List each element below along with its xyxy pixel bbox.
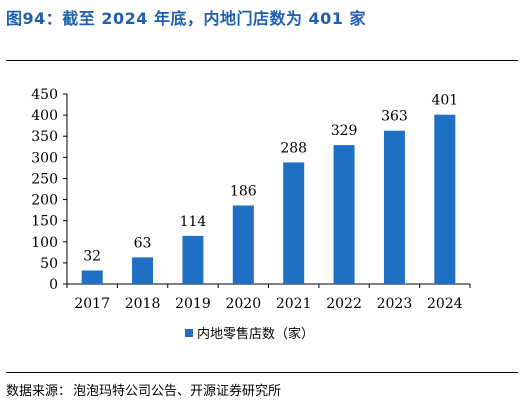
y-tick-label: 0 <box>49 277 58 293</box>
y-tick-label: 250 <box>31 171 58 187</box>
data-label: 186 <box>230 183 257 199</box>
y-tick-label: 200 <box>31 193 58 209</box>
data-label: 401 <box>431 93 458 109</box>
source-label: 数据来源： <box>6 384 72 399</box>
y-tick-label: 400 <box>31 108 58 124</box>
bar <box>182 235 204 284</box>
x-tick-label: 2023 <box>377 296 413 312</box>
data-label: 63 <box>134 235 152 251</box>
data-label: 363 <box>381 109 408 125</box>
bottom-rule <box>6 372 518 373</box>
legend-swatch <box>185 329 193 337</box>
y-tick-label: 450 <box>31 87 58 103</box>
bar <box>132 257 154 284</box>
bar <box>333 145 355 284</box>
x-tick-label: 2024 <box>427 296 463 312</box>
legend-label: 内地零售店数（家） <box>197 326 314 342</box>
data-label: 114 <box>180 214 207 230</box>
x-tick-label: 2018 <box>125 296 161 312</box>
bar <box>232 205 254 284</box>
x-tick-label: 2022 <box>326 296 362 312</box>
x-tick-label: 2021 <box>276 296 312 312</box>
y-tick-label: 50 <box>40 256 58 272</box>
data-label: 288 <box>280 140 307 156</box>
bar <box>434 114 456 284</box>
y-tick-label: 100 <box>31 235 58 251</box>
source-text: 泡泡玛特公司公告、开源证券研究所 <box>73 384 282 399</box>
top-rule <box>6 60 518 61</box>
x-tick-label: 2017 <box>74 296 110 312</box>
bar <box>383 130 405 284</box>
source-note: 数据来源： 泡泡玛特公司公告、开源证券研究所 <box>6 380 281 399</box>
x-tick-label: 2019 <box>175 296 211 312</box>
data-label: 329 <box>331 123 358 139</box>
y-tick-label: 350 <box>31 129 58 145</box>
data-label: 32 <box>83 248 101 264</box>
figure-title: 图94：截至 2024 年底，内地门店数为 401 家 <box>6 9 366 28</box>
y-tick-label: 150 <box>31 214 58 230</box>
bar-chart: 0 50 100 150 200 250 300 350 400 450 32 2017 63 2018 1… <box>31 87 471 342</box>
y-tick-label: 300 <box>31 150 58 166</box>
bar <box>81 270 103 284</box>
bar <box>283 162 305 284</box>
x-tick-label: 2020 <box>225 296 261 312</box>
